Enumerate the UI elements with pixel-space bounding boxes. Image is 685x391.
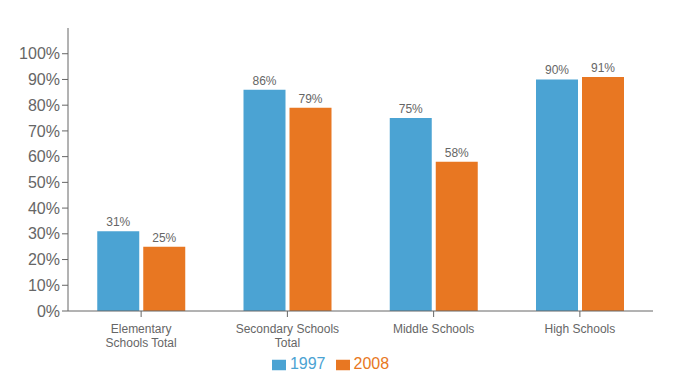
svg-text:Middle Schools: Middle Schools: [393, 322, 474, 336]
html-text:1997: 1997: [289, 355, 326, 372]
svg-text:80%: 80%: [28, 97, 60, 114]
svg-text:58%: 58%: [445, 146, 469, 160]
svg-text:86%: 86%: [252, 74, 276, 88]
svg-text:10%: 10%: [28, 277, 60, 294]
svg-text:70%: 70%: [28, 123, 60, 140]
svg-text:90%: 90%: [545, 63, 569, 77]
svg-text:100%: 100%: [19, 45, 60, 62]
svg-text:Secondary SchoolsTotal: Secondary SchoolsTotal: [236, 322, 339, 350]
svg-text:90%: 90%: [28, 71, 60, 88]
svg-text:20%: 20%: [28, 251, 60, 268]
svg-text:91%: 91%: [591, 61, 615, 75]
svg-text:31%: 31%: [106, 215, 130, 229]
svg-text:50%: 50%: [28, 174, 60, 191]
svg-text:0%: 0%: [37, 303, 60, 320]
svg-text:High Schools: High Schools: [545, 322, 616, 336]
svg-text:79%: 79%: [298, 92, 322, 106]
svg-text:60%: 60%: [28, 148, 60, 165]
svg-text:40%: 40%: [28, 200, 60, 217]
svg-text:30%: 30%: [28, 225, 60, 242]
svg-text:25%: 25%: [152, 231, 176, 245]
svg-text:75%: 75%: [399, 102, 423, 116]
svg-text:ElementarySchools Total: ElementarySchools Total: [106, 322, 177, 350]
html-text:2008: 2008: [353, 355, 390, 372]
